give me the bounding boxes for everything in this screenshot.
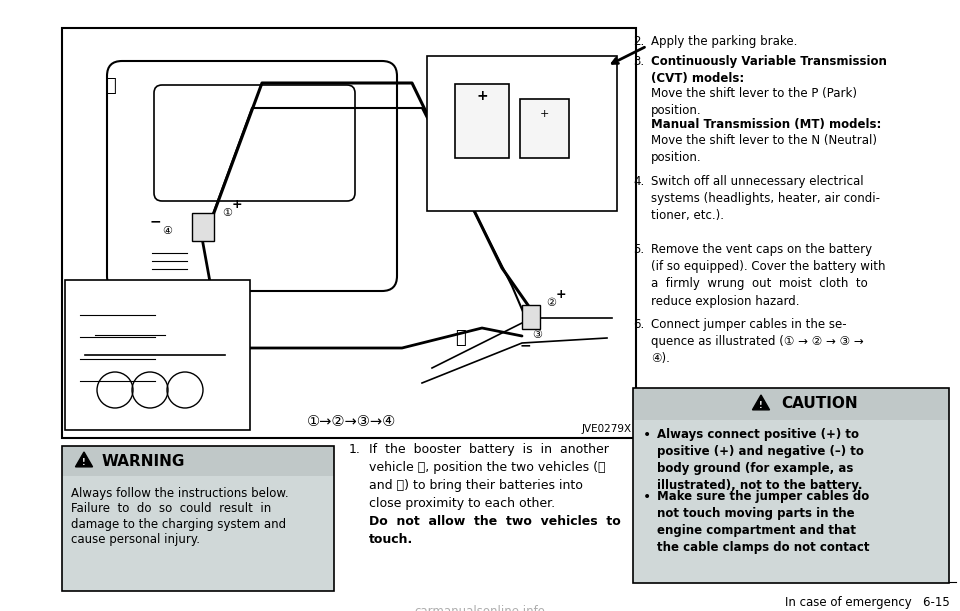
- FancyBboxPatch shape: [192, 213, 214, 241]
- Text: In case of emergency   6-15: In case of emergency 6-15: [785, 596, 950, 609]
- Text: +: +: [476, 89, 488, 103]
- Text: Continuously Variable Transmission
(CVT) models:: Continuously Variable Transmission (CVT)…: [651, 55, 887, 85]
- FancyBboxPatch shape: [522, 305, 540, 329]
- Text: Make sure the jumper cables do
not touch moving parts in the
engine compartment : Make sure the jumper cables do not touch…: [657, 490, 870, 554]
- Text: cause personal injury.: cause personal injury.: [71, 533, 200, 546]
- Text: Always connect positive (+) to
positive (+) and negative (–) to
body ground (for: Always connect positive (+) to positive …: [657, 428, 864, 492]
- FancyBboxPatch shape: [62, 446, 334, 476]
- FancyBboxPatch shape: [633, 388, 949, 420]
- Text: Apply the parking brake.: Apply the parking brake.: [651, 35, 798, 48]
- Text: damage to the charging system and: damage to the charging system and: [71, 518, 286, 531]
- Text: +: +: [540, 109, 549, 119]
- Text: If  the  booster  battery  is  in  another
vehicle Ⓑ, position the two vehicles : If the booster battery is in another veh…: [369, 443, 609, 510]
- Text: ①→②→③→④: ①→②→③→④: [307, 414, 396, 428]
- Polygon shape: [76, 452, 92, 467]
- Text: •: •: [643, 490, 651, 504]
- Text: +: +: [556, 288, 566, 301]
- Text: 3.: 3.: [633, 55, 644, 68]
- Text: 6.: 6.: [633, 318, 644, 331]
- Text: ④: ④: [162, 226, 172, 236]
- Text: •: •: [643, 428, 651, 442]
- Text: Failure  to  do  so  could  result  in: Failure to do so could result in: [71, 502, 272, 516]
- Text: 5.: 5.: [633, 243, 644, 256]
- Text: ②: ②: [546, 298, 556, 308]
- Text: carmanualsonline.info: carmanualsonline.info: [415, 605, 545, 611]
- Text: 1.: 1.: [349, 443, 361, 456]
- Text: 2.: 2.: [633, 35, 644, 48]
- Text: Switch off all unnecessary electrical
systems (headlights, heater, air condi-
ti: Switch off all unnecessary electrical sy…: [651, 175, 880, 222]
- Polygon shape: [753, 395, 770, 410]
- Text: !: !: [759, 401, 763, 410]
- Text: Ⓑ: Ⓑ: [455, 329, 466, 347]
- Text: −: −: [519, 338, 531, 352]
- Text: Connect jumper cables in the se-
quence as illustrated (① → ② → ③ →
④).: Connect jumper cables in the se- quence …: [651, 318, 864, 365]
- Text: WARNING: WARNING: [102, 453, 185, 469]
- Text: Ⓐ: Ⓐ: [105, 77, 115, 95]
- Text: !: !: [83, 458, 85, 467]
- FancyBboxPatch shape: [455, 84, 509, 158]
- Text: Always follow the instructions below.: Always follow the instructions below.: [71, 487, 289, 500]
- Text: +: +: [231, 199, 242, 211]
- Text: 4.: 4.: [633, 175, 644, 188]
- Text: Do  not  allow  the  two  vehicles  to
touch.: Do not allow the two vehicles to touch.: [369, 515, 621, 546]
- FancyBboxPatch shape: [62, 28, 636, 438]
- FancyBboxPatch shape: [62, 476, 334, 591]
- FancyBboxPatch shape: [65, 280, 250, 430]
- Text: −: −: [149, 214, 161, 228]
- Text: CAUTION: CAUTION: [781, 397, 857, 411]
- Text: ①: ①: [222, 208, 232, 218]
- FancyBboxPatch shape: [633, 420, 949, 583]
- Text: Remove the vent caps on the battery
(if so equipped). Cover the battery with
a  : Remove the vent caps on the battery (if …: [651, 243, 885, 307]
- Text: Manual Transmission (MT) models:: Manual Transmission (MT) models:: [651, 118, 881, 131]
- Text: JVE0279X: JVE0279X: [582, 424, 632, 434]
- Text: Move the shift lever to the P (Park)
position.: Move the shift lever to the P (Park) pos…: [651, 87, 857, 117]
- Text: Move the shift lever to the N (Neutral)
position.: Move the shift lever to the N (Neutral) …: [651, 134, 877, 164]
- FancyBboxPatch shape: [520, 99, 569, 158]
- FancyBboxPatch shape: [427, 56, 617, 211]
- Text: ③: ③: [532, 330, 542, 340]
